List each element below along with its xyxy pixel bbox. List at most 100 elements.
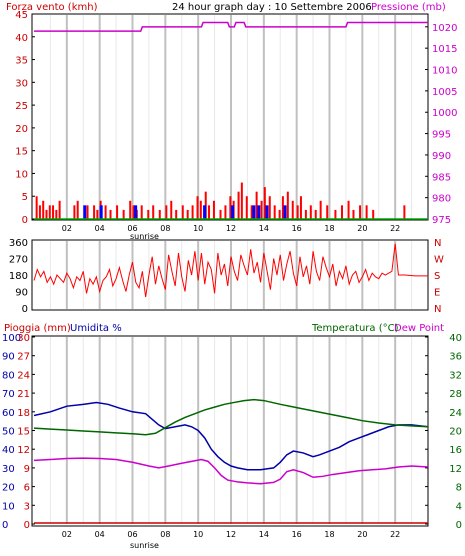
humidity-y-tick-label: 80 — [2, 370, 15, 381]
wind-speed-bar — [104, 205, 107, 219]
temp-x-tick-label: 02 — [62, 530, 72, 539]
rain-y-tick-label: 6 — [24, 483, 30, 494]
wind-speed-bar — [181, 205, 184, 219]
wind-gust-marker — [134, 205, 138, 219]
dewpoint-line — [33, 457, 429, 485]
temp-x-tick-label: 12 — [226, 530, 236, 539]
humidity-y-tick-label: 10 — [2, 501, 15, 512]
wind-x-tick-label: 08 — [160, 224, 170, 233]
temperature-y-tick-label: 24 — [449, 408, 462, 419]
wind-x-tick-label: 06 — [127, 224, 137, 233]
temperature-y-tick-label: 20 — [449, 427, 462, 438]
wind-speed-bar — [263, 187, 266, 219]
temperature-y-tick-label: 12 — [449, 464, 462, 475]
wind-speed-bar — [286, 191, 289, 219]
wind-speed-bar — [158, 209, 161, 219]
direction-compass-label: W — [434, 255, 444, 266]
wind-axis-label: Forza vento (kmh) — [6, 2, 98, 13]
rain-y-tick-label: 27 — [17, 352, 30, 363]
chart-title: 24 hour graph day : 10 Settembre 2006 — [172, 2, 372, 13]
humidity-line — [33, 401, 429, 471]
humidity-y-tick-label: 40 — [2, 445, 15, 456]
wind-speed-bar — [86, 205, 89, 219]
wind-y-tick-label: 45 — [15, 10, 28, 21]
wind-speed-bar — [175, 209, 178, 219]
wind-speed-bar — [240, 182, 243, 219]
wind-speed-bar — [35, 196, 38, 219]
temperature-axis-label: Temperatura (°C) — [311, 323, 399, 334]
wind-speed-bar — [365, 205, 368, 219]
wind-gust-marker — [265, 205, 269, 219]
wind-speed-bar — [296, 205, 299, 219]
temp-x-tick-label: 06 — [127, 530, 137, 539]
humidity-y-tick-label: 50 — [2, 427, 15, 438]
wind-speed-bar — [48, 205, 51, 219]
wind-speed-bar — [299, 196, 302, 219]
wind-speed-bar — [58, 200, 61, 219]
wind-speed-bar — [199, 200, 202, 219]
wind-gust-marker — [83, 205, 87, 219]
wind-x-tick-label: 04 — [95, 224, 105, 233]
wind-y-tick-label: 20 — [15, 124, 28, 135]
temperature-y-tick-label: 28 — [449, 389, 462, 400]
wind-speed-bar — [372, 209, 375, 219]
temperature-y-tick-label: 16 — [449, 445, 462, 456]
pressure-y-tick-label: 985 — [432, 172, 451, 183]
temp-x-tick-label: 18 — [324, 530, 334, 539]
wind-speed-bar — [268, 196, 271, 219]
wind-speed-bar — [359, 205, 362, 219]
rain-y-tick-label: 12 — [17, 445, 30, 456]
humidity-y-tick-label: 0 — [2, 520, 8, 531]
rain-y-tick-label: 30 — [17, 333, 30, 344]
wind-speed-bar — [55, 209, 58, 219]
wind-speed-bar — [109, 209, 112, 219]
wind-speed-bar — [314, 209, 317, 219]
pressure-y-tick-label: 980 — [432, 194, 451, 205]
wind-speed-bar — [403, 205, 406, 219]
wind-speed-bar — [96, 209, 99, 219]
wind-y-tick-label: 10 — [15, 169, 28, 180]
wind-speed-bar — [116, 205, 119, 219]
direction-compass-label: N — [434, 304, 441, 315]
wind-speed-bar — [273, 205, 276, 219]
pressure-y-tick-label: 1010 — [432, 66, 457, 77]
wind-y-tick-label: 5 — [22, 192, 28, 203]
wind-speed-bar — [76, 200, 79, 219]
temperature-y-tick-label: 32 — [449, 370, 462, 381]
wind-speed-bar — [132, 205, 135, 219]
wind-speed-bar — [260, 200, 263, 219]
humidity-axis-label: Umidita % — [70, 323, 122, 334]
temperature-line — [33, 398, 429, 436]
wind-speed-bar — [255, 191, 258, 219]
rain-y-tick-label: 21 — [17, 389, 30, 400]
temp-x-tick-label: 10 — [193, 530, 203, 539]
wind-x-tick-label: 10 — [193, 224, 203, 233]
wind-speed-bar — [334, 209, 337, 219]
wind-speed-bar — [45, 209, 48, 219]
humidity-y-tick-label: 100 — [2, 333, 21, 344]
temperature-y-tick-label: 4 — [456, 501, 462, 512]
wind-speed-bar — [219, 209, 222, 219]
direction-compass-label: S — [434, 271, 440, 282]
direction-y-tick-label: 360 — [9, 238, 28, 249]
wind-speed-bar — [229, 196, 232, 219]
wind-y-tick-label: 15 — [15, 147, 28, 158]
rain-y-tick-label: 0 — [24, 520, 30, 531]
wind-speed-bar — [208, 205, 211, 219]
temperature-y-tick-label: 0 — [456, 520, 462, 531]
wind-gust-marker — [257, 205, 261, 219]
wind-gust-marker — [283, 205, 287, 219]
direction-y-tick-label: 90 — [15, 288, 28, 299]
wind-gust-marker — [252, 205, 256, 219]
temperature-y-tick-label: 40 — [449, 333, 462, 344]
temp-x-tick-label: 22 — [390, 530, 400, 539]
wind-speed-bar — [245, 196, 248, 219]
pressure-y-tick-label: 1000 — [432, 108, 457, 119]
wind-direction-line — [33, 243, 428, 298]
wind-speed-bar — [122, 209, 125, 219]
wind-speed-bar — [196, 196, 199, 219]
wind-y-tick-label: 30 — [15, 78, 28, 89]
rain-y-tick-label: 18 — [17, 408, 30, 419]
wind-speed-bar — [326, 205, 329, 219]
